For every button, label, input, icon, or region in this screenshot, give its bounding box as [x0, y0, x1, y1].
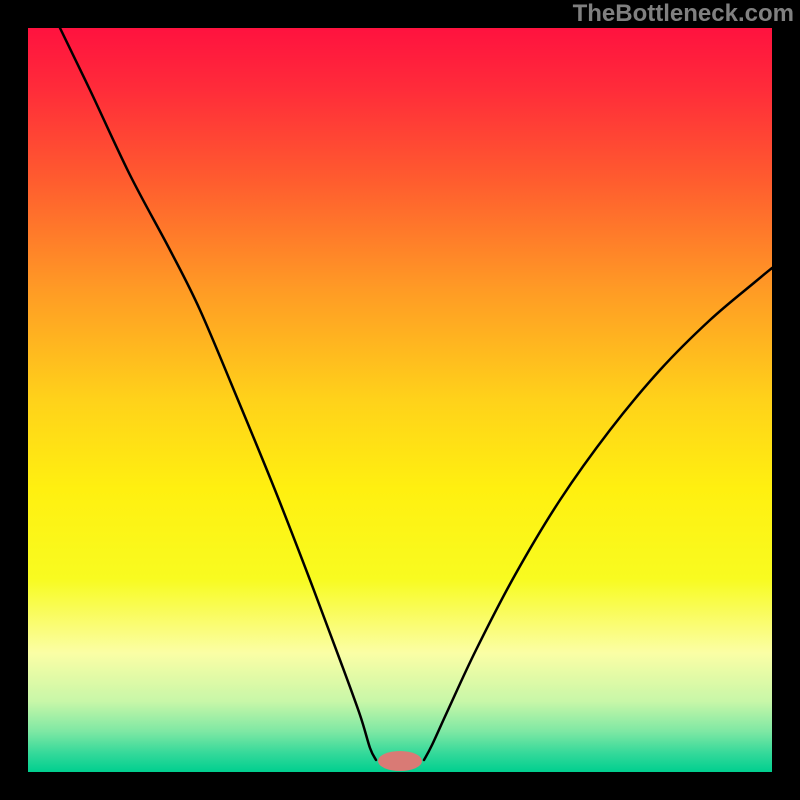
bottleneck-marker — [378, 751, 422, 771]
watermark-text: TheBottleneck.com — [573, 0, 794, 28]
chart-root: { "watermark": { "text": "TheBottleneck.… — [0, 0, 800, 800]
chart-plot-bg — [28, 28, 772, 772]
bottleneck-chart — [0, 0, 800, 800]
